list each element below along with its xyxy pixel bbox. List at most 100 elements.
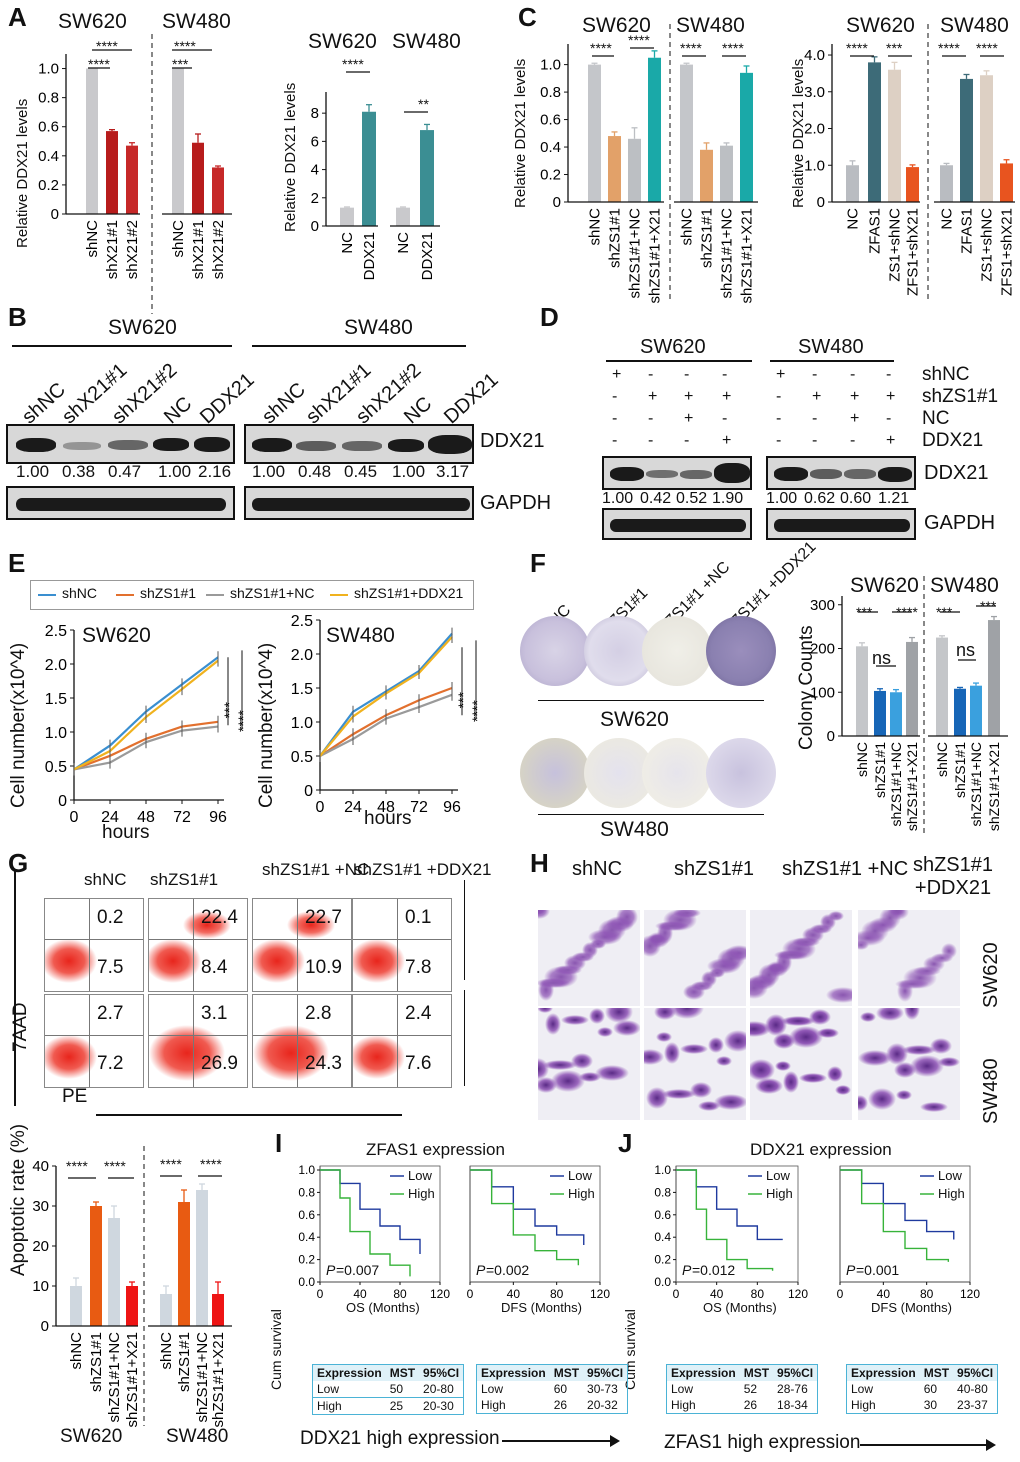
km0-ytick-label: 0.2: [298, 1253, 315, 1267]
km0-xtick-label: 0: [317, 1287, 324, 1301]
d-sign-480-1-1: +: [812, 388, 822, 405]
d-sign-620-3-3: +: [722, 432, 732, 449]
g-flow-q4: 7.5: [97, 957, 124, 978]
g-gate-h: [253, 939, 351, 940]
km0-p-value: =0.007: [336, 1262, 380, 1278]
g-flow-dots: [353, 995, 451, 1087]
a-left-ytick-label: 0: [51, 206, 59, 223]
a-right-xlabel-2: NC: [395, 232, 412, 254]
d-sign-620-2-2: +: [684, 410, 694, 427]
c-right-xlabel-4: NC: [939, 208, 956, 230]
g-flow-q4: 26.9: [201, 1053, 238, 1074]
g-gate-v: [89, 995, 90, 1087]
km1-xtick-label: 0: [467, 1287, 474, 1301]
a-sig-3: ****: [174, 38, 196, 54]
c-left-xlabel-1: shZS1#1: [607, 208, 624, 268]
c-right-xlabel-0: NC: [845, 208, 862, 230]
d-blot-label-ddx21: DDX21: [924, 462, 989, 484]
c-right-ytick-label: 4.0: [804, 47, 825, 64]
a-right-bar-0: [340, 207, 354, 226]
c-left-bar-0: [588, 64, 601, 202]
g-gate-v: [397, 995, 398, 1087]
d-value-4: 1.00: [766, 490, 798, 507]
d-sign-480-1-2: +: [850, 388, 860, 405]
d-sign-480-3-2: -: [850, 432, 856, 449]
km2-legend-high: High: [766, 1186, 793, 1201]
c-right-bar-2: [888, 69, 901, 202]
d-value-1: 0.42: [640, 490, 672, 507]
km0-frame: [319, 1165, 441, 1283]
h-well-1-3: [858, 1008, 960, 1120]
km1-curve-0: [470, 1169, 585, 1246]
a-left-bar-0: [86, 68, 98, 214]
g-flow-q2: 3.1: [201, 1003, 228, 1024]
e-legend-4: shZS1#1+DDX21: [354, 585, 464, 601]
f-bar-1: [874, 690, 886, 736]
e0-ytick-label: 1.0: [45, 725, 67, 742]
g-xlabel-7: shZS1#1+X21: [210, 1332, 227, 1428]
i-table-os: Expression MST 95%CI Low 50 20-80 High 25 20-3…: [312, 1364, 465, 1415]
g-flow-dots: [45, 995, 143, 1087]
c2-sw620-title: SW620: [846, 14, 915, 37]
g-flow-dots: [253, 899, 351, 991]
d-value-5: 0.62: [804, 490, 836, 507]
km0-ytick-label: 0.0: [298, 1275, 315, 1289]
a-sig-2: ****: [88, 56, 110, 72]
km0-xtick-label: 120: [430, 1287, 450, 1301]
e0-xtick-label: 24: [101, 809, 119, 826]
c2-sig-2: ***: [886, 40, 903, 56]
d-blot-gapdh-sw620: [602, 508, 752, 540]
h-col-label-2: shZS1#1 +NC: [782, 858, 909, 880]
c-left-ytick-label: 0.8: [540, 84, 561, 101]
a-sig-1: ****: [96, 38, 118, 54]
f-xlabel-4: shNC: [934, 742, 950, 777]
e1-ytick-label: 0: [304, 783, 313, 800]
g-bar-2: [108, 1218, 120, 1326]
d-sign-480-0-1: -: [812, 366, 818, 383]
g-gate-h: [45, 1035, 143, 1036]
km2-xtick-label: 80: [751, 1287, 765, 1301]
f-ytick-label: 300: [810, 597, 835, 614]
g-flow-1-1: 3.1 26.9: [148, 994, 248, 1088]
g-xlabel-5: shZS1#1: [176, 1332, 193, 1392]
a-sw480-title: SW480: [162, 10, 231, 33]
f-ytick-label: 100: [810, 684, 835, 701]
km1-legend-high: High: [568, 1186, 595, 1201]
d-sign-480-1-3: +: [886, 388, 896, 405]
km3-p-value: =0.001: [856, 1262, 900, 1278]
g-flow-dots: [149, 899, 247, 991]
g-bar-0: [70, 1286, 82, 1326]
c-left-bar-7: [740, 72, 753, 202]
d-sign-480-1-0: -: [776, 388, 782, 405]
g-bar-3: [126, 1286, 138, 1326]
e0-xtick-label: 0: [70, 809, 79, 826]
g-sw480-label: SW480: [166, 1426, 229, 1447]
chart-c-right: 01.02.03.04.0NC ZFAS1 ZS1+shNC ZFS1+shX21 NC…: [804, 24, 1016, 302]
d-sign-620-1-0: -: [612, 388, 618, 405]
d-sign-620-2-1: -: [648, 410, 654, 427]
panel-label-j: J: [618, 1128, 633, 1158]
c-right-bar-4: [940, 165, 953, 202]
c-right-bar-5: [960, 78, 973, 202]
d-blot-ddx21-sw620: [602, 456, 752, 490]
g-gate-v: [193, 899, 194, 991]
f-bar-5: [954, 688, 966, 736]
c-left-bar-4: [680, 64, 693, 202]
c-left-bar-3: [648, 57, 661, 202]
g-flow-q2: 2.7: [97, 1003, 124, 1024]
a-right-ytick-label: 8: [311, 105, 319, 122]
km1-curve-1: [470, 1169, 580, 1266]
km1-p-italic: P: [476, 1262, 486, 1278]
j-arrow-label: ZFAS1 high expression: [664, 1432, 861, 1453]
km2-legend-low: Low: [766, 1168, 790, 1183]
a-left-bar-2: [126, 145, 138, 214]
b-value-9: 3.17: [436, 462, 470, 481]
d-sign-620-2-3: -: [722, 410, 728, 427]
d-value-6: 0.60: [840, 490, 872, 507]
km0-ytick-label: 1.0: [298, 1163, 315, 1177]
f-xlabel-5: shZS1#1: [952, 742, 968, 798]
g-flow-dots: [253, 995, 351, 1087]
a-right-bar-3: [420, 130, 434, 226]
f-ytick-label: 200: [810, 641, 835, 658]
panel-label-d: D: [540, 302, 559, 332]
